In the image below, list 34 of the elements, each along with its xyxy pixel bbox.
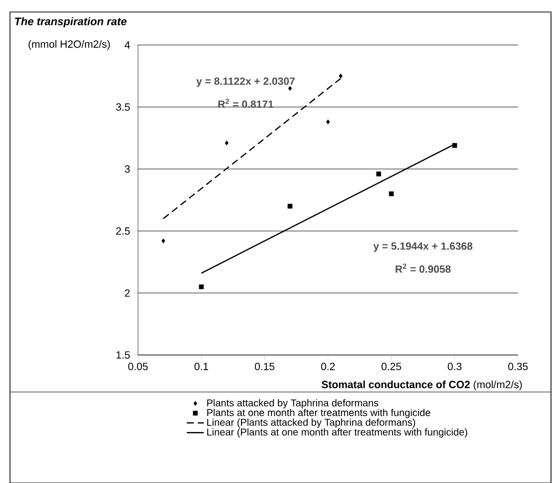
- chart-title: The transpiration rate: [14, 17, 127, 28]
- y-tick-label: 2: [124, 289, 130, 297]
- y-tick-label: 2.5: [116, 227, 130, 235]
- x-tick-label: 0.05: [128, 362, 148, 370]
- y-tick-label: 3: [124, 165, 130, 173]
- legend-label: Plants at one month after treatments with fungicide: [207, 408, 430, 418]
- legend-label: Plants attacked by Taphrina deformans: [207, 399, 378, 408]
- point: [326, 119, 330, 124]
- point: [376, 172, 382, 176]
- point: [288, 86, 292, 91]
- x-tick-label: 0.25: [382, 362, 402, 370]
- point: [388, 191, 394, 196]
- point: [338, 74, 343, 78]
- annotation: R$^{2}$ = 0.8171: [218, 98, 274, 108]
- legend-label: Linear (Plants at one month after treatments with fungicide): [207, 428, 468, 438]
- x-axis-title: Stomatal conductance of CO2 (mol/m2/s): [322, 380, 522, 390]
- annotation: y = 8.1122x + 2.0307: [196, 77, 295, 87]
- legend-label: Linear (Plants attacked by Taphrina deformans): [207, 418, 416, 428]
- annotation: R$^{2}$ = 0.9058: [396, 264, 451, 273]
- x-tick-label: 0.2: [321, 362, 335, 370]
- y-tick-label: 4: [124, 41, 130, 49]
- annotation: y = 5.1944x + 1.6368: [373, 242, 472, 252]
- x-tick-label: 0.15: [254, 362, 274, 370]
- x-tick-label: 0.3: [448, 362, 462, 370]
- y-axis-title: (mmol H2O/m2/s): [28, 40, 110, 50]
- point: [162, 238, 166, 244]
- point: [224, 140, 229, 146]
- point: [198, 284, 204, 290]
- point: [452, 143, 458, 148]
- y-tick-label: 1.5: [116, 351, 130, 359]
- x-tick-label: 0.1: [194, 362, 208, 370]
- x-tick-label: 0.35: [508, 362, 528, 370]
- point: [288, 204, 292, 209]
- y-tick-label: 3.5: [116, 103, 130, 111]
